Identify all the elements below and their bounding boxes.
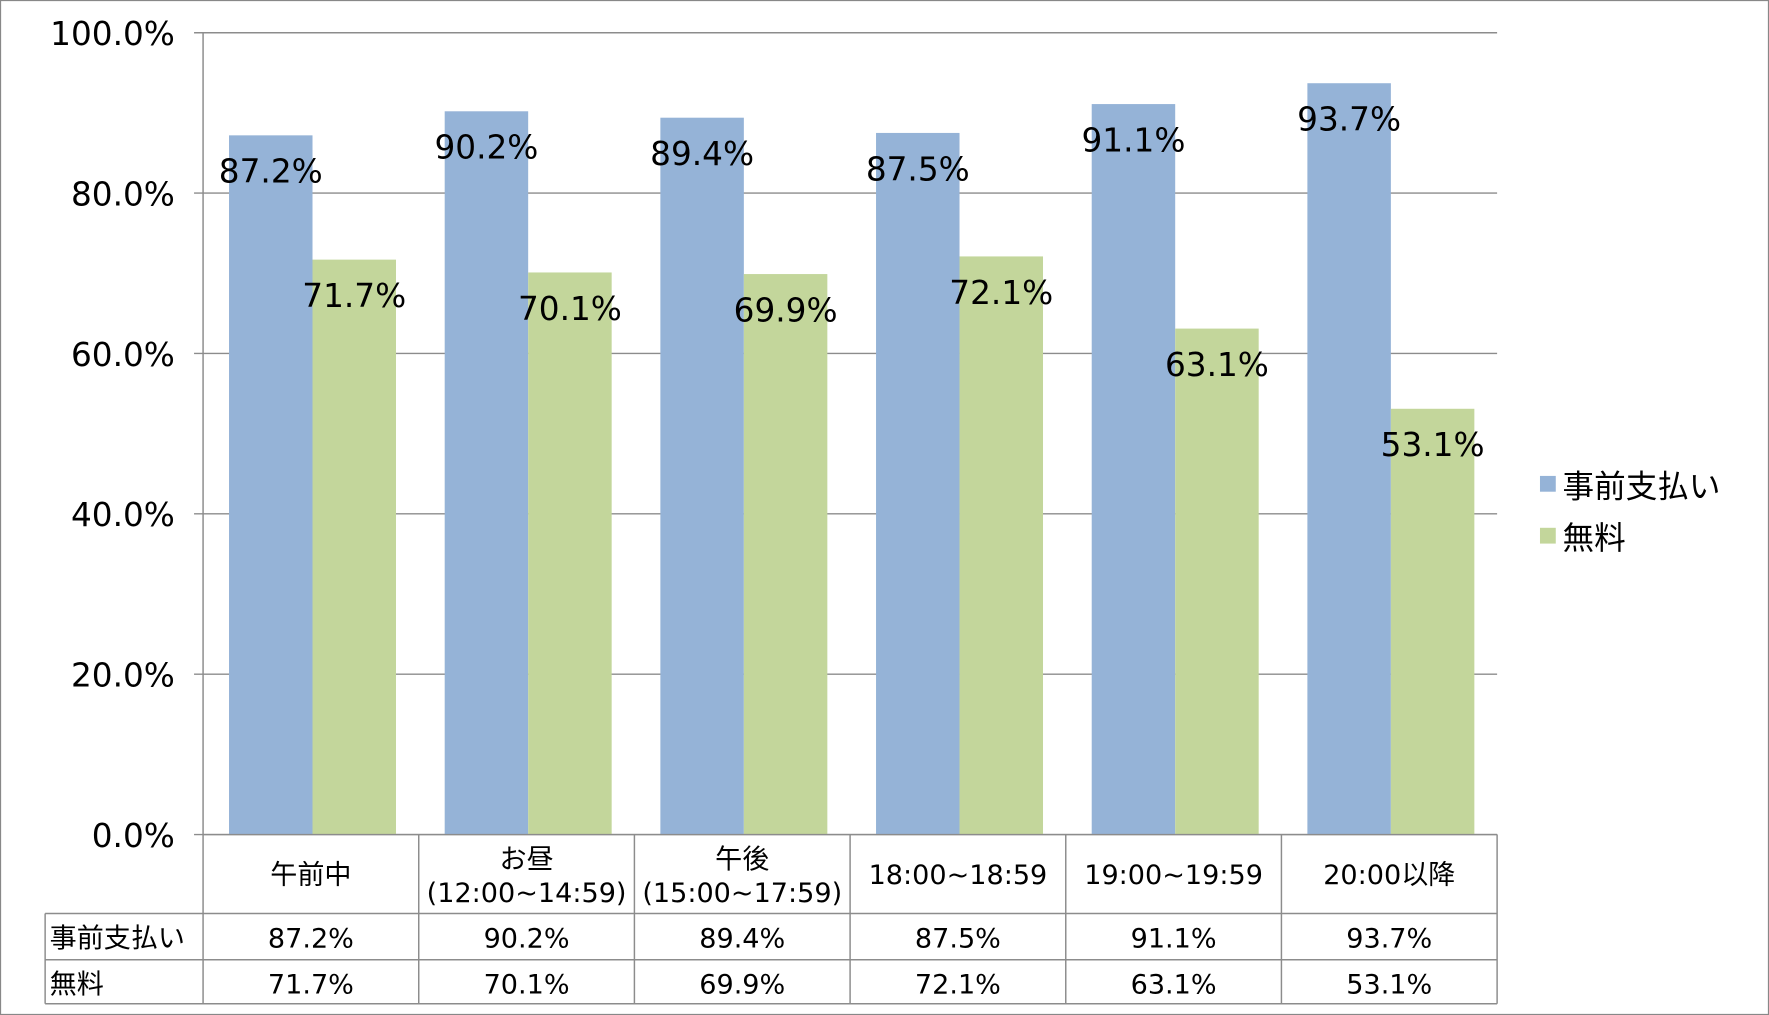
category-label: 20:00以降 <box>1323 860 1455 891</box>
bar-prepaid <box>229 135 313 835</box>
legend-label: 無料 <box>1563 521 1626 557</box>
data-label: 72.1% <box>949 274 1053 312</box>
bar-free <box>959 256 1044 835</box>
data-label: 53.1% <box>1381 426 1485 464</box>
category-label: 18:00~18:59 <box>869 860 1048 891</box>
legend-label: 事前支払い <box>1563 469 1721 505</box>
bar-prepaid <box>444 111 529 835</box>
table-cell: 70.1% <box>484 970 570 1001</box>
bar-free <box>1175 328 1259 835</box>
table-cell: 89.4% <box>699 923 785 954</box>
table-row-header: 事前支払い <box>50 923 185 954</box>
category-label: (12:00~14:59) <box>427 878 627 909</box>
table-cell: 87.5% <box>915 923 1001 954</box>
table-cell: 71.7% <box>268 970 354 1001</box>
category-label: 午前中 <box>270 860 351 891</box>
category-label: (15:00~17:59) <box>642 878 842 909</box>
table-row-header: 無料 <box>50 970 104 1001</box>
data-label: 93.7% <box>1297 101 1401 139</box>
table-cell: 93.7% <box>1346 923 1432 954</box>
data-label: 87.2% <box>219 153 323 191</box>
category-label: 午後 <box>715 844 769 875</box>
y-tick-label: 40.0% <box>71 496 175 534</box>
data-label: 63.1% <box>1165 346 1269 384</box>
bar-prepaid <box>1307 83 1391 835</box>
legend-swatch <box>1539 527 1556 544</box>
table-cell: 69.9% <box>699 970 785 1001</box>
bar-prepaid <box>660 117 744 835</box>
category-label: 19:00~19:59 <box>1084 860 1263 891</box>
table-cell: 90.2% <box>484 923 570 954</box>
y-tick-label: 80.0% <box>71 175 175 213</box>
data-label: 87.5% <box>866 150 970 188</box>
y-tick-label: 0.0% <box>92 817 175 855</box>
table-cell: 53.1% <box>1346 970 1432 1001</box>
data-label: 69.9% <box>734 291 838 329</box>
bar-prepaid <box>1091 104 1176 835</box>
y-tick-label: 20.0% <box>71 657 175 695</box>
bar-free <box>1390 408 1475 835</box>
data-label: 91.1% <box>1081 121 1185 159</box>
table-cell: 91.1% <box>1131 923 1217 954</box>
data-label: 89.4% <box>650 135 754 173</box>
table-cell: 63.1% <box>1131 970 1217 1001</box>
legend-swatch <box>1539 475 1556 492</box>
table-cell: 87.2% <box>268 923 354 954</box>
table-cell: 72.1% <box>915 970 1001 1001</box>
category-label: お昼 <box>500 844 554 875</box>
bar-prepaid <box>876 132 960 835</box>
data-label: 70.1% <box>518 290 622 328</box>
y-tick-label: 100.0% <box>50 15 175 53</box>
y-tick-label: 60.0% <box>71 336 175 374</box>
data-label: 71.7% <box>302 277 406 315</box>
bar-free <box>743 274 828 835</box>
bar-free <box>312 259 396 835</box>
data-label: 90.2% <box>434 129 538 167</box>
bar-free <box>528 272 612 835</box>
